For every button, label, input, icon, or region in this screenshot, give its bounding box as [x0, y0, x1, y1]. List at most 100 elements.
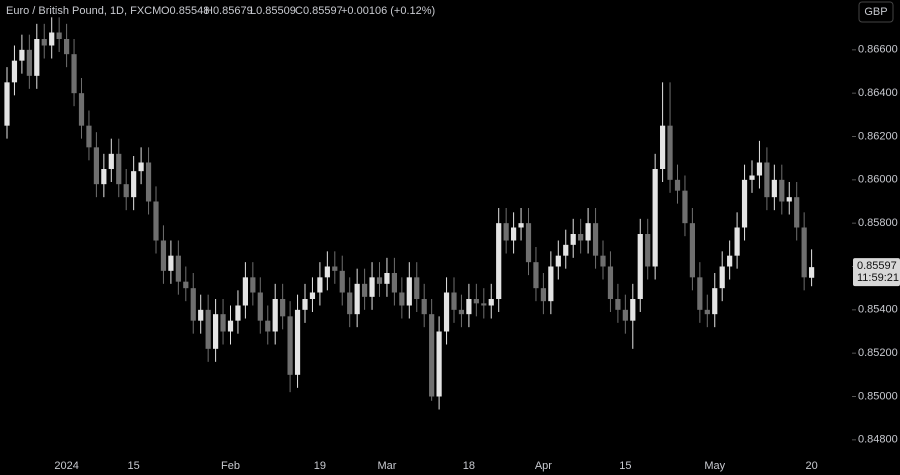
- candle-body: [615, 299, 621, 310]
- candle-body: [324, 266, 330, 278]
- x-tick-label: 15: [128, 460, 140, 472]
- candle-body: [570, 234, 576, 245]
- candle-body: [26, 49, 32, 76]
- currency[interactable]: GBP: [864, 6, 887, 18]
- candle-body: [49, 32, 55, 46]
- candle-body: [503, 223, 509, 241]
- candle-body: [160, 240, 167, 271]
- candle-body: [116, 153, 122, 185]
- candle-body: [11, 60, 18, 83]
- candle-body: [369, 277, 375, 297]
- candle-body: [719, 266, 725, 289]
- candle-body: [235, 305, 241, 321]
- candle-body: [354, 283, 360, 315]
- candle-body: [220, 314, 226, 332]
- y-tick-label: 0.85000: [858, 390, 898, 402]
- candle-body: [421, 299, 427, 315]
- candle-body: [771, 179, 777, 198]
- x-tick-label: 20: [805, 460, 817, 472]
- candle-body: [518, 223, 524, 228]
- candle-body: [645, 234, 651, 267]
- y-tick-label: 0.85200: [858, 347, 898, 359]
- candle-body: [168, 255, 174, 271]
- candle-body: [622, 309, 628, 321]
- symbol: Euro / British Pound, 1D, FXCM: [6, 5, 161, 17]
- last-price-tag: [853, 258, 900, 287]
- candle-body: [131, 171, 137, 198]
- candle-body: [488, 299, 494, 306]
- candle-body: [384, 273, 390, 284]
- candle-body: [600, 255, 606, 267]
- close: C0.85597: [295, 5, 343, 17]
- x-tick-label: 19: [314, 460, 326, 472]
- candle-body: [511, 227, 517, 241]
- candle-body: [287, 316, 293, 375]
- header: Euro / British Pound, 1D, FXCM O0.85548 …: [6, 5, 435, 17]
- candle-body: [41, 39, 47, 46]
- candle-body: [607, 266, 614, 299]
- candle-body: [496, 223, 502, 299]
- candle-body: [458, 309, 465, 315]
- low: L0.85509: [250, 5, 296, 17]
- candle-body: [362, 283, 368, 297]
- candle-body: [592, 223, 599, 256]
- candle-body: [794, 197, 800, 228]
- candle-body: [265, 320, 271, 332]
- candle-body: [689, 223, 695, 278]
- candle-body: [443, 292, 450, 332]
- candle-body: [19, 49, 25, 61]
- candle-body: [242, 277, 248, 306]
- candle-body: [309, 292, 316, 299]
- candle-body: [697, 277, 703, 310]
- candle-body: [525, 223, 532, 263]
- candle-body: [630, 299, 636, 321]
- last-price: 0.85597: [857, 260, 897, 272]
- y-tick-label: 0.86400: [858, 87, 898, 99]
- y-tick-label: 0.84800: [858, 434, 898, 446]
- y-tick-label: 0.86000: [858, 174, 898, 186]
- candle-body: [391, 273, 397, 293]
- candle-body: [734, 227, 740, 256]
- candle-body: [667, 125, 673, 180]
- candle-body: [56, 32, 62, 39]
- candle-body: [704, 309, 710, 315]
- currency-button[interactable]: [858, 1, 894, 23]
- candle-body: [153, 201, 159, 241]
- x-tick-label: Mar: [377, 460, 396, 472]
- candle-body: [280, 299, 286, 317]
- candle-body: [548, 266, 554, 302]
- countdown: 11:59:21: [857, 272, 899, 284]
- x-tick-label: 15: [619, 460, 631, 472]
- candle-body: [250, 277, 256, 293]
- candle-body: [198, 309, 204, 321]
- candle-body: [399, 292, 405, 306]
- candle-body: [414, 277, 420, 299]
- candle-body: [578, 234, 584, 241]
- candle-body: [332, 266, 338, 271]
- candle-body: [205, 309, 211, 349]
- high: H0.85679: [205, 5, 253, 17]
- candle-body: [682, 190, 688, 224]
- candle-body: [779, 179, 785, 202]
- candle-body: [347, 292, 353, 315]
- candle-body: [406, 277, 412, 306]
- candle-body: [86, 125, 92, 148]
- candle-body: [809, 267, 815, 278]
- candle-body: [93, 147, 99, 185]
- candle-body: [652, 169, 658, 267]
- candle-body: [138, 162, 144, 172]
- candle-body: [317, 277, 323, 293]
- candle-body: [78, 93, 85, 126]
- candle-body: [175, 255, 181, 282]
- candle-body: [712, 288, 718, 315]
- y-tick-label: 0.86200: [858, 130, 898, 142]
- candle-body: [123, 184, 129, 198]
- open: O0.85548: [161, 5, 209, 17]
- x-tick-label: May: [704, 460, 725, 472]
- y-tick-label: 0.85800: [858, 217, 898, 229]
- candle-body: [376, 277, 383, 284]
- candle-body: [190, 288, 196, 321]
- candle-body: [108, 153, 114, 169]
